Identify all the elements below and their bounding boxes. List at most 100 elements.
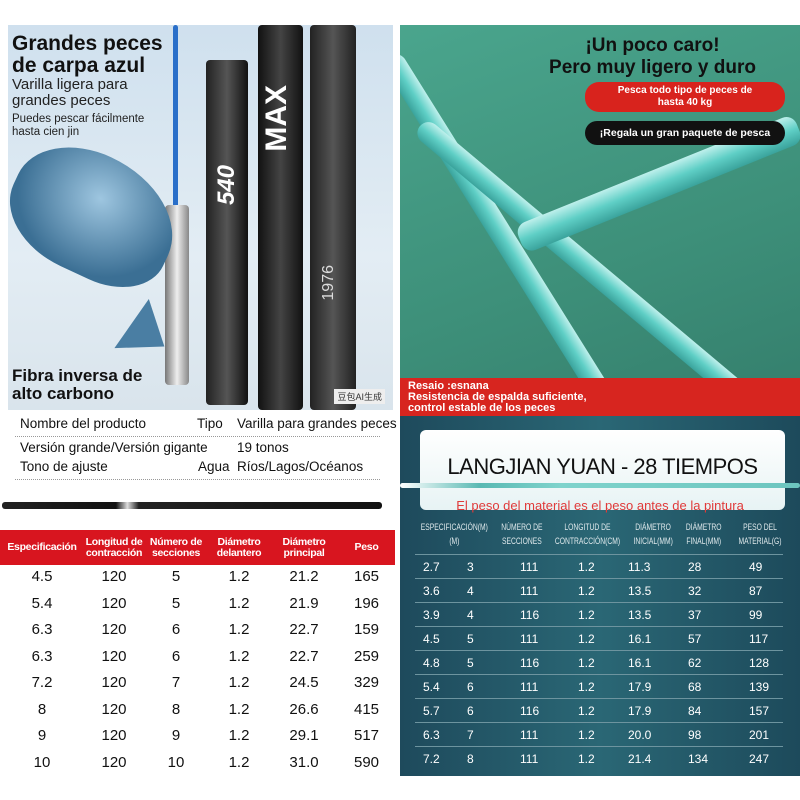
table-cell: 1.2 — [578, 752, 595, 766]
table-cell: 62 — [688, 656, 702, 670]
table-cell: 5 — [171, 594, 181, 612]
table-cell: 1.2 — [578, 608, 595, 622]
table-cell: 111 — [520, 584, 539, 598]
table-cell: 1.2 — [578, 680, 595, 694]
table-cell: 5.4 — [31, 594, 53, 612]
table-cell: 5.4 — [423, 680, 440, 694]
table-cell: 17.9 — [628, 680, 652, 694]
table-cell: 6.3 — [31, 621, 53, 638]
table-cell: 6.3 — [423, 728, 440, 742]
table-cell: 87 — [749, 584, 763, 598]
table-cell: 116 — [520, 656, 540, 670]
table-cell: 165 — [353, 568, 380, 585]
table-row: 6.3 120 6 1.2 22.7 259 — [0, 648, 395, 665]
table-cell: 111 — [520, 752, 539, 766]
table-cell: 98 — [688, 728, 702, 742]
headline-1: ¡Un poco caro! — [585, 35, 720, 56]
table-cell: 2.7 — [423, 560, 440, 574]
table-cell: 1.2 — [578, 728, 595, 742]
table-cell: 7 — [467, 728, 474, 742]
table-cell: 13.5 — [628, 584, 652, 598]
table-cell: 20.0 — [628, 728, 652, 742]
table-cell: 111 — [520, 728, 539, 742]
table-row: 5.4 120 5 1.2 21.9 196 — [0, 595, 395, 612]
table-cell: 128 — [749, 656, 770, 670]
tone-label: Tono de ajuste — [20, 459, 108, 474]
table-cell: 1.2 — [578, 632, 595, 646]
table-cell: 22.7 — [289, 647, 319, 665]
table-cell: 8 — [37, 700, 47, 718]
table-cell: 10 — [33, 753, 51, 771]
column-header: DIÁMETRO INICIAL(MM) — [633, 522, 673, 546]
table-row: 2.7 3 111 1.2 11.3 28 49 — [415, 554, 783, 578]
table-cell: 329 — [353, 674, 380, 691]
table-cell: 157 — [749, 704, 770, 718]
rod-dark — [310, 25, 356, 410]
table-cell: 517 — [353, 727, 380, 744]
table-cell: 3 — [467, 560, 474, 574]
table-cell: 247 — [749, 752, 770, 766]
column-header: LONGITUD DE CONTRACCIÓN(CM) — [554, 522, 621, 546]
table-row: 5.4 6 111 1.2 17.9 68 139 — [415, 674, 783, 698]
table-row: 9 120 9 1.2 29.1 517 — [0, 727, 395, 744]
left-product-panel: MAX 540 1976 Grandes peces de carpa azul… — [0, 0, 397, 800]
table-cell: 49 — [749, 560, 763, 574]
table-cell: 111 — [520, 632, 539, 646]
bottom-headline: Fibra inversa de alto carbono — [12, 366, 143, 403]
table-cell: 1.2 — [228, 594, 250, 612]
divider — [15, 436, 380, 437]
table-cell: 6 — [171, 647, 181, 665]
subheadline: Varilla ligera para grandes peces — [12, 76, 128, 109]
version-value: 19 tonos — [237, 440, 289, 455]
table-cell: 120 — [101, 674, 127, 691]
table-cell: 32 — [688, 584, 702, 598]
table-cell: 4.8 — [423, 656, 440, 670]
table-row: 7.2 8 111 1.2 21.4 134 247 — [415, 746, 783, 770]
rod-label-1976: 1976 — [320, 265, 337, 301]
table-cell: 116 — [520, 704, 540, 718]
table-cell: 5 — [467, 656, 474, 670]
table-cell: 10 — [167, 753, 185, 771]
type-value: Varilla para grandes peces — [237, 416, 397, 431]
table-cell: 17.9 — [628, 704, 652, 718]
table-cell: 120 — [101, 568, 127, 585]
table-cell: 21.2 — [289, 568, 319, 585]
weight-note: El peso del material es el peso antes de… — [456, 498, 744, 513]
table-cell: 111 — [520, 680, 539, 694]
table-cell: 196 — [353, 594, 380, 612]
table-cell: 5 — [467, 632, 474, 646]
table-cell: 7 — [171, 674, 181, 691]
table-cell: 120 — [101, 700, 127, 718]
divider — [15, 479, 380, 480]
table-cell: 28 — [688, 560, 702, 574]
table-cell: 6 — [467, 704, 474, 718]
table-cell: 4.5 — [31, 568, 53, 585]
table-cell: 159 — [353, 621, 380, 638]
banner-line-1: Resaio :esnana — [408, 380, 489, 392]
table-cell: 120 — [101, 753, 127, 771]
column-header: NÚMERO DE SECCIONES — [501, 522, 543, 546]
table-cell: 120 — [101, 647, 127, 665]
table-row: 4.5 120 5 1.2 21.2 165 — [0, 568, 395, 585]
table-cell: 1.2 — [228, 700, 250, 718]
table-cell: 120 — [101, 594, 127, 612]
table-cell: 134 — [688, 752, 709, 766]
left-table-header: Especificación Longitud de contracción Núm… — [0, 530, 395, 565]
red-banner: Resaio :esnana Resistencia de espalda su… — [400, 378, 800, 418]
table-row: 3.9 4 116 1.2 13.5 37 99 — [415, 602, 783, 626]
column-header: Diámetro principal — [282, 535, 326, 559]
table-cell: 1.2 — [228, 674, 250, 691]
table-cell: 4 — [467, 608, 474, 622]
watermark: 豆包AI生成 — [334, 389, 385, 404]
table-row: 6.3 120 6 1.2 22.7 159 — [0, 621, 395, 638]
table-cell: 415 — [353, 700, 380, 718]
table-row: 4.5 5 111 1.2 16.1 57 117 — [415, 626, 783, 650]
table-cell: 9 — [37, 727, 47, 744]
table-cell: 7.2 — [31, 674, 53, 691]
table-cell: 3.6 — [423, 584, 440, 598]
column-header: Longitud de contracción — [85, 535, 143, 559]
rod-label-max: MAX — [260, 85, 293, 152]
column-header: Número de secciones — [149, 535, 203, 559]
table-cell: 1.2 — [578, 560, 595, 574]
table-cell: 1.2 — [228, 621, 250, 638]
